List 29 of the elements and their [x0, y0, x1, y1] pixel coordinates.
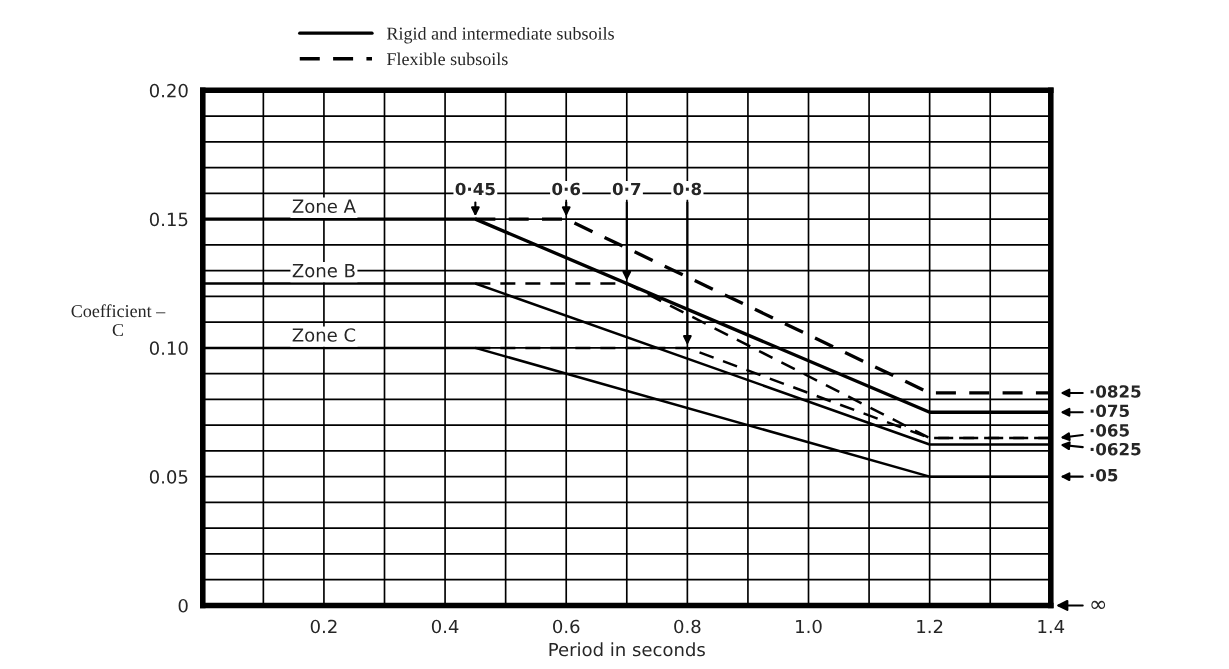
y-tick-label: 0.15 [149, 212, 188, 227]
annotation: ·075 [1090, 404, 1129, 418]
x-tick-label: 0.4 [431, 619, 459, 634]
y-tick-label: 0.20 [149, 83, 188, 98]
legend-label: Flexible subsoils [386, 52, 508, 66]
x-tick-label: 0.2 [310, 619, 337, 634]
annotation: 0·6 [552, 182, 581, 196]
annotation: 0·8 [673, 182, 702, 196]
annotation: ·05 [1090, 468, 1118, 482]
legend-label: Rigid and intermediate subsoils [386, 26, 614, 44]
x-axis-title: Period in seconds [549, 642, 705, 657]
x-tick-label: 1.0 [796, 619, 822, 634]
x-tick-label: 0.8 [674, 619, 701, 634]
x-tick-label: 0.6 [553, 619, 580, 634]
annotation: Zone C [292, 328, 356, 342]
annotation: ·065 [1090, 424, 1129, 437]
annotation: ·0625 [1090, 442, 1141, 456]
annotation: 0·45 [455, 182, 495, 196]
annotation: ·0825 [1090, 385, 1141, 398]
y-tick-label: 0.10 [149, 341, 188, 355]
y-tick-label: 0 [178, 598, 188, 613]
y-tick-label: 0.05 [149, 470, 188, 484]
x-tick-label: 1.2 [917, 619, 943, 634]
x-tick-label: 1.4 [1038, 619, 1065, 634]
y-axis-title: Coefficient – C [71, 304, 166, 337]
annotation: Zone A [292, 199, 356, 214]
annotation: 0·7 [612, 182, 641, 196]
annotation: Zone B [292, 263, 355, 278]
text: ∞ [1091, 600, 1106, 610]
